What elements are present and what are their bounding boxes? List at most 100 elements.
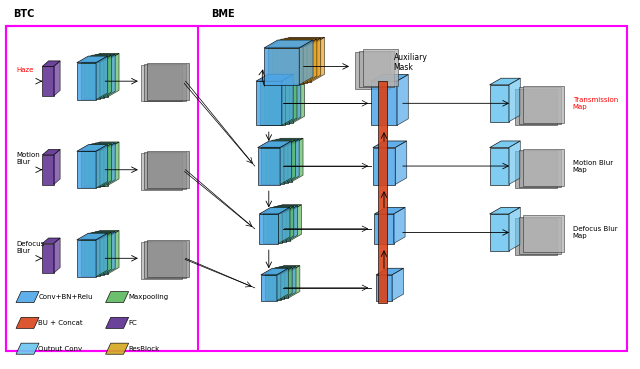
Polygon shape: [490, 148, 509, 184]
Bar: [355, 52, 390, 89]
Polygon shape: [84, 61, 104, 98]
Polygon shape: [54, 149, 60, 184]
Polygon shape: [371, 75, 408, 81]
Polygon shape: [77, 233, 108, 240]
Polygon shape: [269, 273, 285, 299]
Bar: [144, 64, 186, 101]
Polygon shape: [269, 145, 292, 182]
Polygon shape: [267, 212, 286, 242]
Polygon shape: [100, 232, 111, 276]
Polygon shape: [256, 81, 282, 125]
Polygon shape: [77, 56, 108, 63]
Bar: [523, 149, 564, 186]
Polygon shape: [256, 75, 293, 81]
Polygon shape: [16, 317, 39, 328]
Polygon shape: [272, 38, 321, 46]
Text: BU + Concat: BU + Concat: [38, 320, 83, 326]
Bar: [147, 240, 189, 277]
Polygon shape: [277, 268, 288, 301]
Polygon shape: [267, 206, 298, 212]
Polygon shape: [273, 272, 288, 298]
Polygon shape: [268, 39, 317, 47]
Text: ResBlock: ResBlock: [128, 346, 159, 352]
Bar: [515, 218, 557, 255]
Polygon shape: [84, 231, 115, 238]
Polygon shape: [259, 207, 290, 214]
Polygon shape: [311, 37, 324, 82]
Bar: [519, 87, 561, 124]
Polygon shape: [272, 46, 307, 83]
Polygon shape: [372, 148, 396, 184]
Polygon shape: [96, 145, 108, 188]
Polygon shape: [392, 268, 404, 301]
Polygon shape: [257, 148, 280, 184]
Bar: [141, 242, 182, 279]
Polygon shape: [81, 151, 100, 187]
Polygon shape: [42, 155, 54, 184]
FancyBboxPatch shape: [6, 26, 198, 351]
Polygon shape: [257, 141, 292, 148]
Bar: [519, 150, 561, 187]
Polygon shape: [104, 54, 115, 98]
Polygon shape: [42, 66, 54, 96]
Bar: [147, 63, 189, 100]
Polygon shape: [260, 74, 297, 80]
Polygon shape: [42, 61, 60, 66]
Text: Maxpooling: Maxpooling: [128, 294, 168, 300]
Polygon shape: [88, 231, 119, 237]
Bar: [523, 86, 564, 123]
Polygon shape: [264, 40, 313, 48]
Text: Motion Blur
Map: Motion Blur Map: [573, 159, 613, 173]
Text: BTC: BTC: [13, 8, 34, 18]
Polygon shape: [54, 238, 60, 273]
Polygon shape: [307, 38, 321, 83]
Polygon shape: [280, 268, 292, 300]
Polygon shape: [263, 207, 294, 213]
Text: BME: BME: [211, 8, 235, 18]
Text: Output Conv: Output Conv: [38, 346, 83, 352]
Polygon shape: [88, 60, 108, 97]
Polygon shape: [104, 143, 115, 186]
Polygon shape: [490, 207, 520, 214]
Text: Haze: Haze: [16, 67, 33, 73]
Polygon shape: [265, 274, 280, 300]
Polygon shape: [84, 54, 115, 61]
Bar: [144, 241, 186, 278]
Polygon shape: [106, 317, 129, 328]
Polygon shape: [509, 78, 520, 122]
Polygon shape: [376, 268, 404, 275]
Polygon shape: [394, 207, 405, 244]
Polygon shape: [265, 268, 292, 274]
Polygon shape: [285, 266, 296, 299]
Text: Motion
Blur: Motion Blur: [16, 152, 40, 165]
Polygon shape: [278, 207, 290, 244]
Polygon shape: [259, 214, 278, 244]
Polygon shape: [490, 85, 509, 122]
Polygon shape: [285, 74, 297, 125]
Polygon shape: [42, 238, 60, 244]
Polygon shape: [263, 213, 282, 243]
Polygon shape: [280, 141, 292, 184]
Bar: [147, 151, 189, 188]
Polygon shape: [81, 144, 111, 151]
Polygon shape: [100, 144, 111, 187]
Polygon shape: [396, 141, 407, 184]
Polygon shape: [378, 81, 387, 303]
Polygon shape: [300, 40, 313, 85]
Polygon shape: [265, 139, 300, 146]
Polygon shape: [77, 63, 96, 100]
Bar: [519, 217, 561, 254]
Polygon shape: [397, 75, 408, 125]
Text: Conv+BN+Relu: Conv+BN+Relu: [38, 294, 93, 300]
Polygon shape: [88, 149, 108, 186]
Text: Defocus Blur
Map: Defocus Blur Map: [573, 226, 618, 239]
Polygon shape: [16, 343, 39, 354]
Bar: [523, 215, 564, 252]
Polygon shape: [292, 138, 303, 182]
Polygon shape: [269, 266, 296, 273]
Polygon shape: [96, 56, 108, 100]
Polygon shape: [96, 233, 108, 277]
Bar: [359, 51, 394, 87]
Polygon shape: [509, 141, 520, 184]
Polygon shape: [265, 146, 288, 183]
